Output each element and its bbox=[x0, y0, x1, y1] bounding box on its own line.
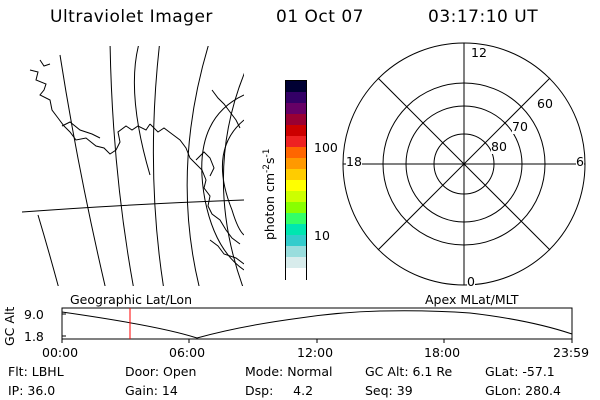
coastline bbox=[61, 121, 101, 139]
coastline bbox=[149, 123, 241, 245]
colorbar-segment bbox=[286, 180, 306, 192]
colorbar-segment bbox=[286, 146, 306, 159]
lat-label-80: 80 bbox=[491, 139, 507, 154]
x-tick-label-0: 00:00 bbox=[42, 345, 79, 360]
mlt-label-12: 12 bbox=[471, 45, 487, 60]
coastline bbox=[211, 89, 241, 129]
colorbar-segment bbox=[286, 158, 306, 170]
orbit-y-top: 9.0 bbox=[24, 307, 44, 322]
x-tick-label-1: 06:00 bbox=[169, 345, 206, 360]
mlt-label-0: 0 bbox=[467, 274, 475, 289]
colorbar-segment bbox=[286, 268, 306, 280]
lat-label-60: 60 bbox=[537, 96, 553, 111]
date-label: 01 Oct 07 bbox=[276, 7, 364, 27]
mlt-label-18: 18 bbox=[346, 154, 362, 169]
glon: GLon: 280.4 bbox=[485, 383, 561, 398]
colorbar-segment bbox=[286, 92, 306, 104]
x-tick-label-3: 18:00 bbox=[424, 345, 461, 360]
meridian-line bbox=[186, 46, 209, 286]
equator-line bbox=[22, 199, 244, 213]
meridian-line bbox=[152, 46, 164, 286]
altitude-curve bbox=[61, 310, 573, 339]
colorbar-segment bbox=[286, 235, 306, 247]
orbit-plot-frame bbox=[61, 307, 573, 340]
colorbar-segment bbox=[286, 224, 306, 236]
colorbar-segment bbox=[286, 257, 306, 269]
colorbar-segment bbox=[286, 125, 306, 137]
flt-filter: Flt: LBHL bbox=[8, 364, 64, 379]
time-label: 03:17:10 UT bbox=[428, 7, 539, 27]
meridian-line bbox=[59, 54, 106, 286]
colorbar bbox=[285, 80, 307, 280]
mode-status: Mode: Normal bbox=[245, 364, 333, 379]
orbit-left-title: Geographic Lat/Lon bbox=[70, 292, 192, 307]
meridian-line bbox=[222, 72, 244, 286]
meridian-line bbox=[109, 46, 134, 286]
orbit-y-bottom: 1.8 bbox=[24, 329, 44, 344]
colorbar-segment bbox=[286, 113, 306, 126]
colorbar-segment bbox=[286, 169, 306, 181]
colorbar-tick-10: 10 bbox=[314, 228, 330, 243]
colorbar-segment bbox=[286, 191, 306, 203]
gain-value: Gain: 14 bbox=[125, 383, 178, 398]
colorbar-segment bbox=[286, 246, 306, 258]
seq-value: Seq: 39 bbox=[365, 383, 413, 398]
coastline bbox=[195, 151, 215, 177]
orbit-right-title: Apex MLat/MLT bbox=[425, 292, 519, 307]
x-tick-label-4: 23:59 bbox=[553, 345, 590, 360]
colorbar-segment bbox=[286, 136, 306, 148]
parallel-line bbox=[221, 119, 244, 236]
meridian-line bbox=[37, 214, 59, 286]
colorbar-tick-100: 100 bbox=[314, 140, 338, 155]
colorbar-segment bbox=[286, 212, 306, 225]
mlt-label-6: 6 bbox=[576, 154, 584, 169]
dsp-value: Dsp: 4.2 bbox=[245, 383, 314, 398]
colorbar-segment bbox=[286, 81, 306, 93]
coastline bbox=[209, 239, 244, 265]
lat-label-70: 70 bbox=[512, 119, 528, 134]
coastline bbox=[39, 59, 51, 67]
gc-alt: GC Alt: 6.1 Re bbox=[365, 364, 453, 379]
colorbar-segment bbox=[286, 202, 306, 214]
instrument-title: Ultraviolet Imager bbox=[50, 7, 213, 27]
parallel-line bbox=[133, 46, 151, 176]
coastline bbox=[29, 69, 151, 155]
ip-value: IP: 36.0 bbox=[8, 383, 56, 398]
x-tick-label-2: 12:00 bbox=[297, 345, 334, 360]
door-status: Door: Open bbox=[125, 364, 197, 379]
glat: GLat: -57.1 bbox=[485, 364, 555, 379]
parallel-line bbox=[201, 94, 244, 271]
colorbar-segment bbox=[286, 103, 306, 115]
